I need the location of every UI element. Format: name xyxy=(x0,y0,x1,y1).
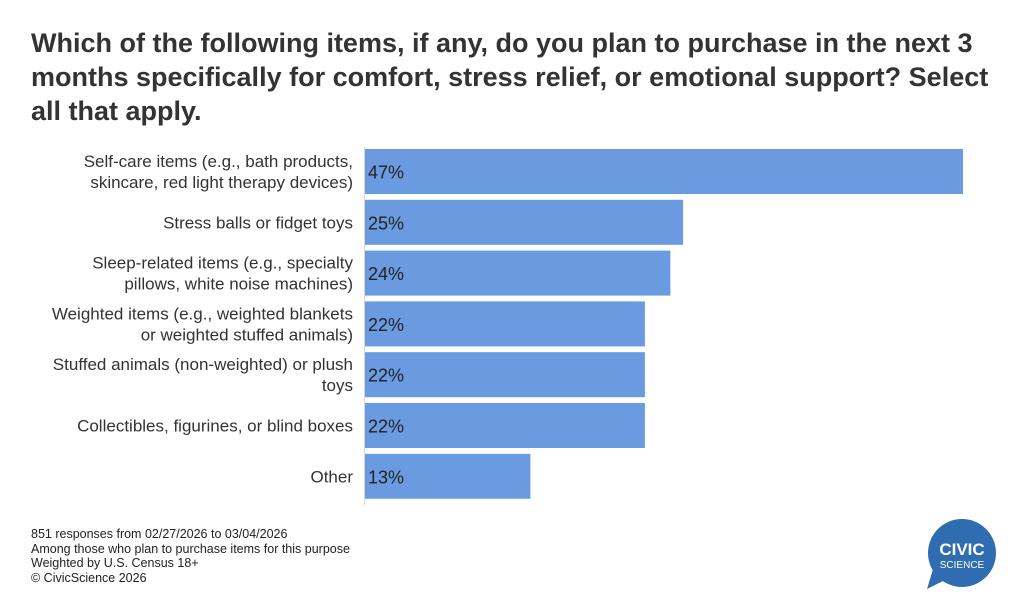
category-label-4: Stuffed animals (non-weighted) or plush t… xyxy=(53,355,353,395)
bar-chart: 47% Self-care items (e.g., bath products,… xyxy=(52,147,963,505)
category-label-0: Self-care items (e.g., bath products, ski… xyxy=(84,152,353,192)
category-label-1: Stress balls or fidget toys xyxy=(163,213,353,232)
category-label-3-line-0: Weighted items (e.g., weighted blankets xyxy=(52,304,353,323)
value-label-4: 22% xyxy=(368,366,404,386)
bar-6 xyxy=(365,453,531,499)
category-label-4-line-1: toys xyxy=(322,376,353,395)
bar-5 xyxy=(365,403,645,448)
bar-0 xyxy=(365,149,963,194)
value-label-0: 47% xyxy=(368,163,404,183)
category-label-6-line-0: Other xyxy=(310,467,353,486)
bar-4 xyxy=(365,352,645,398)
value-label-1: 25% xyxy=(368,213,404,233)
bar-1 xyxy=(365,199,684,245)
logo-line-1: CIVIC xyxy=(939,540,984,559)
logo-bubble-tail xyxy=(927,569,947,589)
bar-3 xyxy=(365,301,645,347)
footer-responses: 851 responses from 02/27/2026 to 03/04/2… xyxy=(31,527,288,541)
category-label-1-line-0: Stress balls or fidget toys xyxy=(163,213,353,232)
category-label-0-line-1: skincare, red light therapy devices) xyxy=(90,173,353,192)
civicscience-logo: CIVIC SCIENCE xyxy=(927,519,996,589)
footer-notes: 851 responses from 02/27/2026 to 03/04/2… xyxy=(31,527,350,585)
logo-line-2: SCIENCE xyxy=(940,560,985,571)
value-label-6: 13% xyxy=(368,467,404,487)
category-label-3: Weighted items (e.g., weighted blankets o… xyxy=(52,304,353,344)
value-label-3: 22% xyxy=(368,315,404,335)
category-label-5-line-0: Collectibles, figurines, or blind boxes xyxy=(77,417,353,436)
category-label-3-line-1: or weighted stuffed animals) xyxy=(141,325,353,344)
footer-weighting: Weighted by U.S. Census 18+ xyxy=(31,556,199,570)
category-label-2-line-1: pillows, white noise machines) xyxy=(124,275,353,294)
bars-group: 47% Self-care items (e.g., bath products,… xyxy=(52,149,963,499)
value-label-5: 22% xyxy=(368,417,404,437)
category-label-2: Sleep-related items (e.g., specialty pill… xyxy=(92,254,353,294)
category-label-0-line-0: Self-care items (e.g., bath products, xyxy=(84,152,353,171)
bar-2 xyxy=(365,250,671,296)
value-label-2: 24% xyxy=(368,264,404,284)
footer-population: Among those who plan to purchase items f… xyxy=(31,541,350,556)
category-label-6: Other xyxy=(310,467,353,486)
chart-title: Which of the following items, if any, do… xyxy=(31,28,989,126)
logo-speech-bubble xyxy=(928,519,996,587)
category-label-5: Collectibles, figurines, or blind boxes xyxy=(77,417,353,436)
category-label-4-line-0: Stuffed animals (non-weighted) or plush xyxy=(53,355,353,374)
footer-copyright: © CivicScience 2026 xyxy=(31,570,147,585)
category-label-2-line-0: Sleep-related items (e.g., specialty xyxy=(92,254,353,273)
